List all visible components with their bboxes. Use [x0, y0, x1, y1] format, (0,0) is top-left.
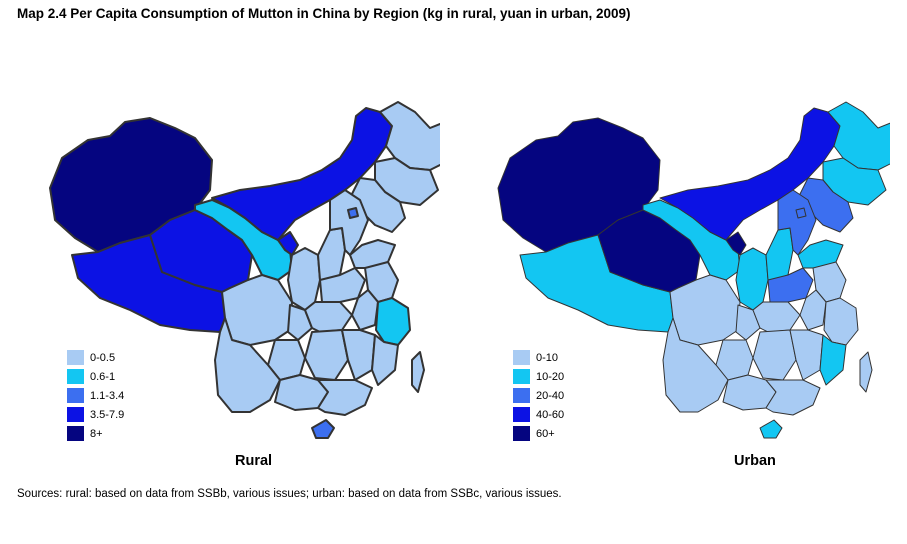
- region-guangdong: [765, 379, 821, 416]
- rural-map-panel: 0-0.5 0.6-1 1.1-3.4 3.5-7.9 8+ Rural: [0, 40, 440, 480]
- region-shandong: [349, 239, 396, 269]
- legend-swatch: [513, 426, 530, 441]
- legend-label: 60+: [536, 427, 555, 440]
- region-ningxia: [277, 231, 299, 256]
- legend-swatch: [67, 426, 84, 441]
- region-fujian: [371, 334, 399, 386]
- legend-label: 8+: [90, 427, 103, 440]
- region-hebei: [777, 189, 817, 256]
- legend-swatch: [67, 407, 84, 422]
- rural-map: [49, 101, 440, 439]
- urban-legend: 0-10 10-20 20-40 40-60 60+: [513, 348, 564, 443]
- region-hunan: [752, 329, 797, 381]
- rural-legend: 0-0.5 0.6-1 1.1-3.4 3.5-7.9 8+: [67, 348, 124, 443]
- region-yunnan: [214, 317, 281, 413]
- legend-item: 60+: [513, 424, 564, 443]
- legend-item: 20-40: [513, 386, 564, 405]
- region-shaanxi: [287, 247, 321, 311]
- urban-caption: Urban: [734, 453, 776, 469]
- legend-item: 3.5-7.9: [67, 405, 124, 424]
- region-hubei: [304, 301, 353, 333]
- region-shandong: [797, 239, 844, 269]
- legend-label: 10-20: [536, 370, 565, 383]
- region-zhejiang: [823, 297, 859, 346]
- legend-label: 3.5-7.9: [90, 408, 125, 421]
- legend-item: 0-10: [513, 348, 564, 367]
- region-hubei: [752, 301, 801, 333]
- region-shanxi: [317, 227, 346, 281]
- region-shanxi: [765, 227, 794, 281]
- region-beijing: [347, 207, 359, 219]
- rural-regions: [49, 101, 440, 439]
- region-hebei: [329, 189, 369, 256]
- region-heilongjiang: [379, 101, 440, 171]
- legend-swatch: [513, 388, 530, 403]
- legend-item: 10-20: [513, 367, 564, 386]
- region-xinjiang: [497, 117, 661, 253]
- legend-label: 0-0.5: [90, 351, 116, 364]
- region-zhejiang: [375, 297, 411, 346]
- region-taiwan: [859, 351, 873, 393]
- legend-item: 8+: [67, 424, 124, 443]
- legend-item: 0-0.5: [67, 348, 124, 367]
- region-heilongjiang: [827, 101, 890, 171]
- region-shaanxi: [735, 247, 769, 311]
- region-yunnan: [662, 317, 729, 413]
- legend-label: 1.1-3.4: [90, 389, 125, 402]
- urban-map: [497, 101, 890, 439]
- legend-label: 20-40: [536, 389, 565, 402]
- urban-map-panel: 0-10 10-20 20-40 40-60 60+ Urban: [450, 40, 890, 480]
- region-jiangxi: [789, 329, 824, 381]
- region-ningxia: [725, 231, 747, 256]
- region-guangdong: [317, 379, 373, 416]
- legend-label: 40-60: [536, 408, 565, 421]
- region-hainan: [759, 419, 783, 439]
- urban-regions: [497, 101, 890, 439]
- legend-item: 1.1-3.4: [67, 386, 124, 405]
- region-hainan: [311, 419, 335, 439]
- region-taiwan: [411, 351, 425, 393]
- region-beijing: [795, 207, 807, 219]
- sources-note: Sources: rural: based on data from SSBb,…: [17, 488, 562, 500]
- region-jiangxi: [341, 329, 376, 381]
- legend-label: 0.6-1: [90, 370, 116, 383]
- legend-swatch: [67, 388, 84, 403]
- legend-swatch: [513, 407, 530, 422]
- legend-swatch: [67, 350, 84, 365]
- map-title: Map 2.4 Per Capita Consumption of Mutton…: [17, 6, 631, 21]
- legend-swatch: [513, 369, 530, 384]
- rural-caption: Rural: [235, 453, 273, 469]
- legend-label: 0-10: [536, 351, 559, 364]
- region-fujian: [819, 334, 847, 386]
- region-hunan: [304, 329, 349, 381]
- legend-item: 40-60: [513, 405, 564, 424]
- legend-swatch: [513, 350, 530, 365]
- legend-swatch: [67, 369, 84, 384]
- legend-item: 0.6-1: [67, 367, 124, 386]
